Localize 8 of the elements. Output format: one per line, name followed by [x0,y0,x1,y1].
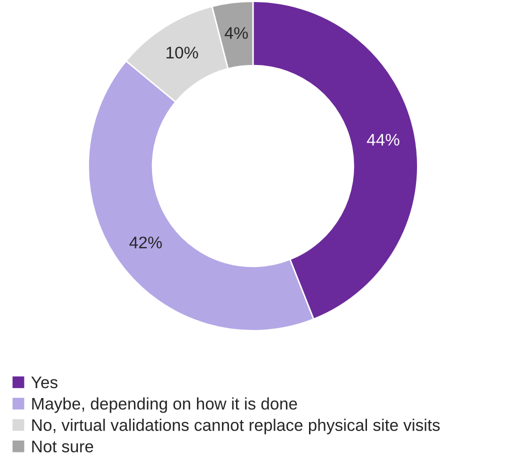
legend-label: No, virtual validations cannot replace physical site visits [32,418,440,434]
legend-label: Yes [31,376,58,388]
data-label: 44% [366,134,400,146]
legend-label: Not sure [32,440,94,452]
data-label: 42% [129,236,162,248]
legend-label: Maybe, depending on how it is done [32,397,297,413]
data-label: 10% [166,46,198,59]
data-label: 4% [224,27,248,39]
